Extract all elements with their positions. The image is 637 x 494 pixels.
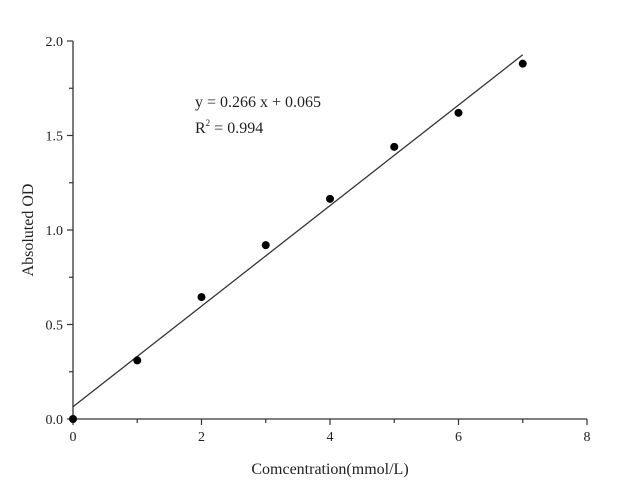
y-axis-title: Absoluted OD xyxy=(20,184,37,277)
data-point xyxy=(454,108,463,117)
data-points xyxy=(69,59,527,423)
data-point xyxy=(326,194,334,203)
data-point xyxy=(69,415,77,423)
axes xyxy=(72,41,587,420)
x-tick-label: 8 xyxy=(584,430,591,445)
x-tick-label: 0 xyxy=(70,430,77,445)
y-tick-label: 1.5 xyxy=(46,130,64,145)
x-axis-title: Comcentration(mmol/L) xyxy=(251,461,408,478)
x-tick-label: 4 xyxy=(327,430,334,445)
y-tick-label: 0.5 xyxy=(46,319,64,334)
r-squared: R2 = 0.994 xyxy=(195,118,263,137)
fit-equation: y = 0.266 x + 0.065 xyxy=(195,94,321,111)
r-squared-base: R xyxy=(195,120,206,137)
x-tick-label: 2 xyxy=(198,430,205,445)
data-point xyxy=(261,241,270,250)
x-tick-label: 6 xyxy=(455,430,462,445)
data-point xyxy=(518,59,527,68)
y-tick-label: 0.0 xyxy=(46,413,64,428)
fit-line xyxy=(72,54,524,408)
data-point xyxy=(133,356,142,365)
data-point xyxy=(390,142,399,151)
r-squared-value: = 0.994 xyxy=(210,120,263,137)
regression-line xyxy=(72,54,524,408)
ticks: 0 2 4 6 8 0.0 0.5 1.0 1.5 2.0 xyxy=(46,35,591,445)
data-point xyxy=(197,293,206,302)
r-squared-sup: 2 xyxy=(206,118,211,128)
y-tick-label: 1.0 xyxy=(46,224,64,239)
y-tick-label: 2.0 xyxy=(46,35,64,50)
